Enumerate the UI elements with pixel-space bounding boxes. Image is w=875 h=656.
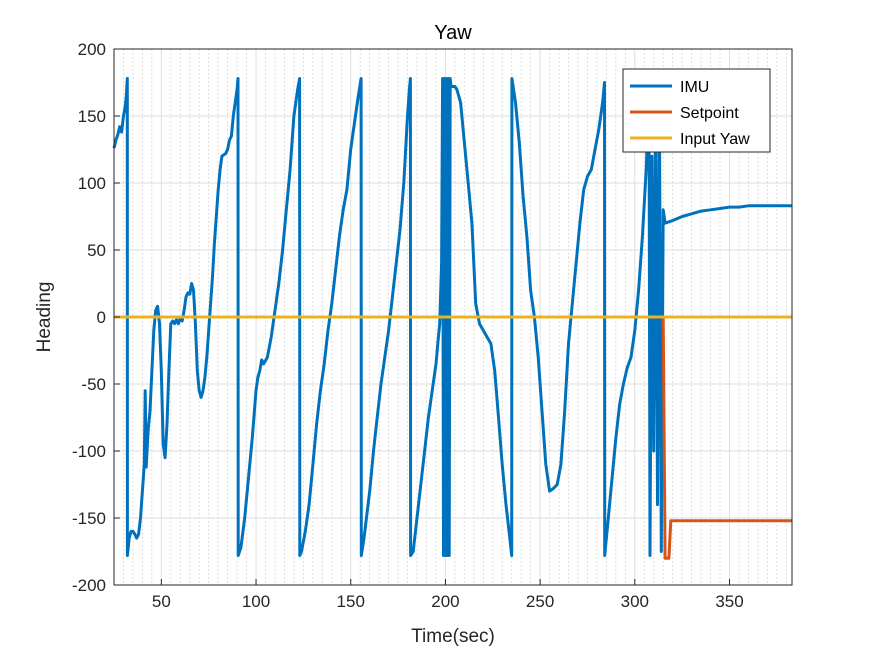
y-tick-label: -200	[72, 576, 106, 595]
x-tick-label: 100	[242, 592, 270, 611]
x-tick-label: 250	[526, 592, 554, 611]
y-tick-label: -50	[81, 375, 106, 394]
legend-label: IMU	[680, 79, 709, 96]
legend-label: Setpoint	[680, 105, 739, 122]
x-tick-label: 150	[337, 592, 365, 611]
x-axis-label: Time(sec)	[411, 626, 495, 647]
x-tick-label: 300	[621, 592, 649, 611]
y-tick-label: 50	[87, 241, 106, 260]
x-tick-label: 350	[715, 592, 743, 611]
x-axis-ticks: 50 100 150 200 250 300 350	[152, 579, 744, 611]
legend: IMU Setpoint Input Yaw	[622, 68, 771, 153]
chart-title: Yaw	[434, 22, 472, 44]
y-tick-label: 150	[78, 107, 106, 126]
legend-label: Input Yaw	[680, 131, 750, 148]
y-tick-label: -150	[72, 509, 106, 528]
x-tick-label: 200	[431, 592, 459, 611]
y-tick-label: 0	[97, 308, 106, 327]
y-axis-label: Heading	[34, 282, 55, 353]
series-layer	[112, 77, 792, 560]
y-tick-label: -100	[72, 442, 106, 461]
series-line-imu	[112, 77, 792, 557]
y-tick-label: 200	[78, 40, 106, 59]
y-tick-label: 100	[78, 174, 106, 193]
x-tick-label: 50	[152, 592, 171, 611]
y-axis-ticks: -200 -150 -100 -50 0 50 100 150 200	[72, 40, 120, 595]
